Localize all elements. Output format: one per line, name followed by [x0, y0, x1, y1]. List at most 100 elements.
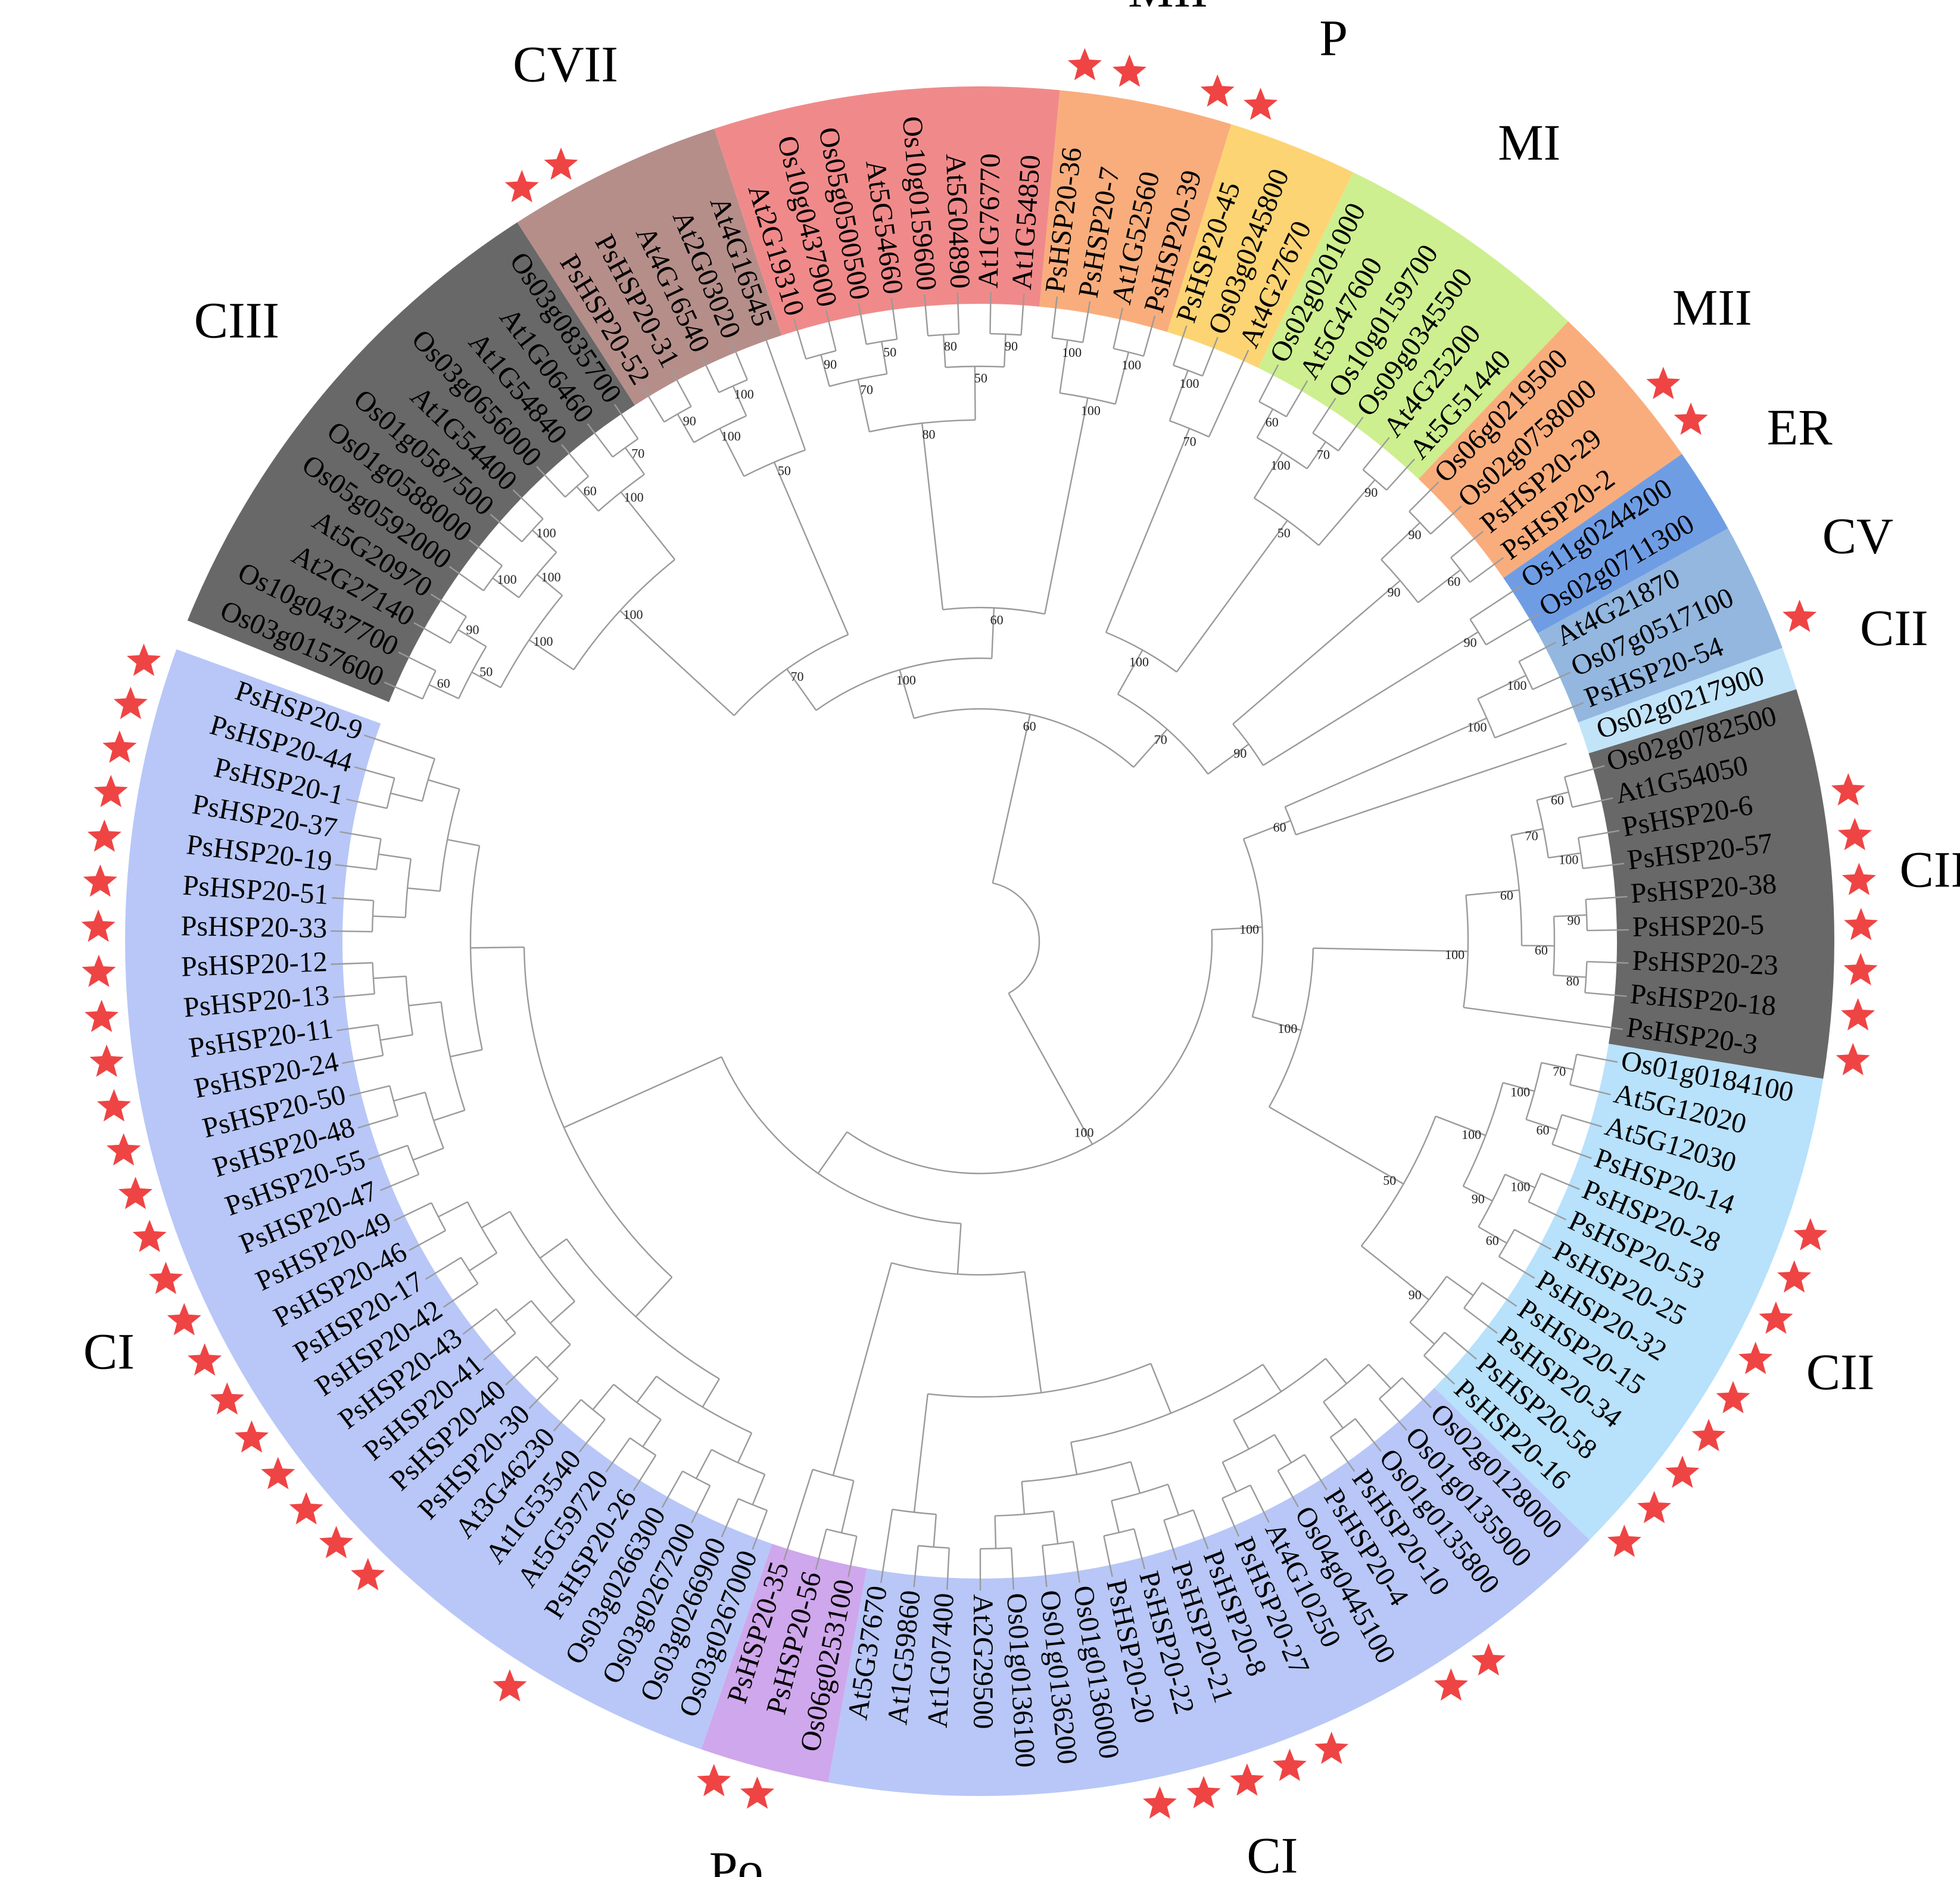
- branch-line: [1142, 316, 1156, 357]
- branch-line: [1222, 1498, 1240, 1537]
- branch-line: [1150, 1363, 1172, 1414]
- branch-line: [1361, 1245, 1429, 1301]
- bootstrap-label: 100: [1062, 345, 1082, 360]
- branch-line: [1446, 1275, 1474, 1296]
- branch-line: [1312, 397, 1336, 434]
- branch-line: [847, 1536, 858, 1577]
- branch-line: [721, 1498, 739, 1537]
- branch-line: [393, 1091, 426, 1102]
- clade-labels: CIII CVII CVI MII P MI MII ER CV CII CIII CII CI Po CI: [83, 0, 1960, 1877]
- branch-line: [624, 447, 645, 475]
- clade-label-er: ER: [1767, 399, 1833, 456]
- bootstrap-label: 90: [1409, 1287, 1422, 1302]
- pshsp20-star-icon: [94, 774, 128, 807]
- branch-line: [991, 608, 995, 659]
- branch-line: [992, 714, 1031, 883]
- bootstrap-label: 60: [584, 483, 597, 498]
- pshsp20-star-icon: [319, 1526, 354, 1558]
- branch-line: [384, 681, 423, 700]
- branch-line: [880, 1509, 893, 1583]
- pshsp20-star-icon: [1691, 1418, 1726, 1452]
- branch-arc: [942, 606, 1045, 615]
- branch-line: [1401, 1377, 1432, 1409]
- branch-line: [632, 1455, 657, 1491]
- branch-line: [956, 1223, 962, 1274]
- pshsp20-star-icon: [1759, 1301, 1793, 1334]
- pshsp20-star-icon: [83, 864, 117, 897]
- bootstrap-label: 70: [791, 669, 804, 684]
- bootstrap-label: 100: [1121, 357, 1141, 372]
- pshsp20-star-icon: [235, 1420, 269, 1453]
- branch-line: [457, 629, 487, 648]
- branch-line: [428, 779, 460, 790]
- branch-arc: [1477, 698, 1496, 738]
- branch-arc: [450, 616, 467, 644]
- branch-arc: [1563, 777, 1573, 808]
- branch-line: [820, 354, 830, 387]
- branch-arc: [892, 1508, 936, 1515]
- clade-band-er: [1503, 454, 1728, 634]
- branch-arc: [1409, 511, 1431, 535]
- bootstrap-label: 100: [1239, 922, 1259, 936]
- branch-line: [1253, 452, 1283, 499]
- branch-line: [1070, 1442, 1078, 1475]
- branch-line: [1587, 961, 1629, 964]
- branch-line: [899, 670, 915, 719]
- branch-line: [619, 610, 735, 717]
- branch-line: [1526, 1119, 1558, 1131]
- branch-line: [447, 839, 480, 846]
- branch-arc: [1528, 1173, 1542, 1203]
- star-markers: [81, 48, 1878, 1819]
- branch-line: [1010, 1548, 1015, 1590]
- branch-line: [913, 1545, 919, 1587]
- pshsp20-star-icon: [544, 147, 578, 180]
- branch-line: [550, 1300, 575, 1324]
- branch-arc: [422, 670, 437, 699]
- branch-arc: [1585, 899, 1588, 931]
- branch-line: [1285, 717, 1487, 808]
- branch-line: [537, 574, 563, 596]
- clade-label-mii: MII: [1672, 279, 1752, 336]
- branch-line: [357, 1115, 398, 1129]
- bootstrap-label: 100: [1445, 947, 1464, 962]
- branch-line: [702, 1378, 720, 1408]
- bootstrap-label: 50: [883, 345, 896, 360]
- branch-line: [1232, 580, 1401, 725]
- branch-line: [408, 1001, 441, 1007]
- bootstrap-label: 60: [1537, 1122, 1550, 1137]
- bootstrap-label: 90: [1464, 635, 1477, 650]
- branch-arc: [927, 1362, 1151, 1398]
- branch-line: [857, 379, 870, 432]
- branch-line: [1313, 947, 1468, 952]
- clade-band-ci: [125, 649, 772, 1750]
- clade-band-cvi: [714, 86, 1060, 335]
- branch-arc: [1360, 1116, 1436, 1247]
- branch-line: [1362, 437, 1390, 471]
- branch-line: [1318, 479, 1376, 546]
- branch-line: [398, 651, 437, 672]
- pshsp20-star-icon: [113, 686, 148, 720]
- branch-line: [1463, 1185, 1493, 1202]
- branch-line: [1423, 1355, 1455, 1385]
- bootstrap-label: 80: [922, 427, 935, 441]
- branch-line: [1548, 852, 1581, 859]
- branch-line: [695, 1449, 712, 1479]
- branch-arc: [721, 1056, 961, 1225]
- branch-arc: [682, 1470, 711, 1487]
- branch-line: [1477, 674, 1526, 700]
- leaf-label: PsHSP20-33: [180, 910, 327, 944]
- branch-arc: [1553, 916, 1556, 976]
- branch-line: [1466, 889, 1520, 896]
- branch-line: [587, 423, 613, 457]
- bootstrap-label: 70: [1183, 434, 1196, 449]
- branch-line: [470, 946, 525, 949]
- bootstrap-label: 100: [541, 569, 561, 584]
- branch-line: [1409, 481, 1439, 512]
- branch-arc: [1379, 1377, 1403, 1400]
- bootstrap-label: 100: [1074, 1125, 1094, 1140]
- branch-line: [1285, 380, 1308, 418]
- branch-line: [433, 1109, 465, 1122]
- branch-line: [783, 1469, 814, 1561]
- bootstrap-label: 90: [1409, 527, 1422, 542]
